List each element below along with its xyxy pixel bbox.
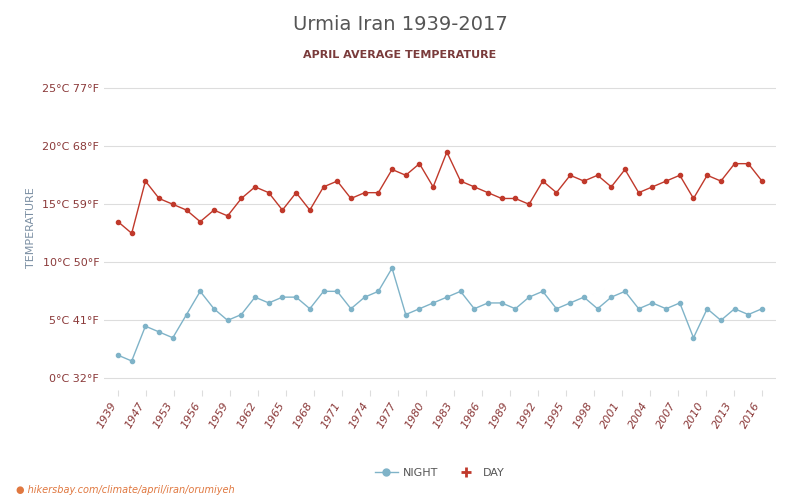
Text: ● hikersbay.com/climate/april/iran/orumiyeh: ● hikersbay.com/climate/april/iran/orumi…: [16, 485, 234, 495]
Text: Urmia Iran 1939-2017: Urmia Iran 1939-2017: [293, 15, 507, 34]
Y-axis label: TEMPERATURE: TEMPERATURE: [26, 187, 36, 268]
Text: APRIL AVERAGE TEMPERATURE: APRIL AVERAGE TEMPERATURE: [303, 50, 497, 60]
Legend: NIGHT, DAY: NIGHT, DAY: [371, 463, 509, 482]
